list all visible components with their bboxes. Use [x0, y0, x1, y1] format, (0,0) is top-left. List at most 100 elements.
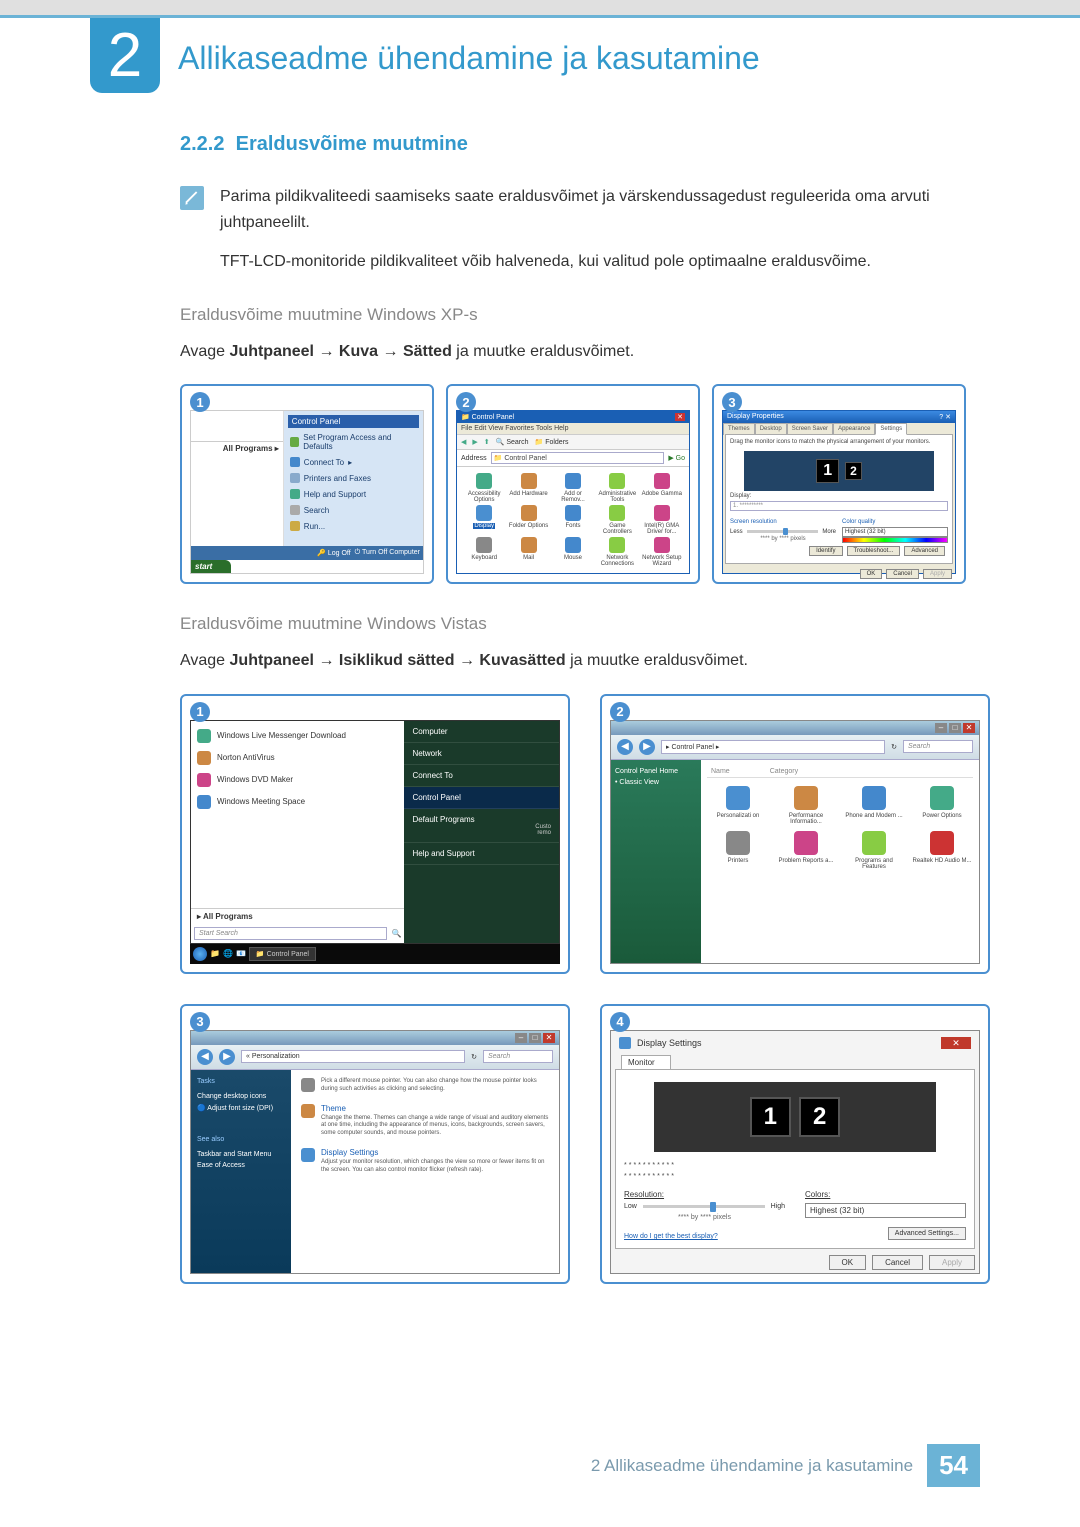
- troubleshoot-button[interactable]: Troubleshoot...: [847, 546, 901, 556]
- xp-start-button[interactable]: start: [191, 560, 231, 573]
- go-button[interactable]: ▶ Go: [668, 454, 685, 462]
- cp-item[interactable]: Game Controllers: [596, 505, 638, 535]
- xp-menu-item[interactable]: Printers and Faxes: [288, 470, 419, 486]
- display-select[interactable]: 1. **********: [730, 501, 948, 511]
- vista-right-item[interactable]: Help and Support: [404, 843, 559, 865]
- search-icon[interactable]: 🔍 Search: [496, 438, 529, 446]
- ds-checkbox-1[interactable]: ***********: [624, 1162, 966, 1169]
- cp-item[interactable]: Performance Informatio...: [775, 786, 837, 825]
- vista-menu-item[interactable]: Norton AntiVirus: [195, 747, 400, 769]
- sidebar-link[interactable]: Ease of Access: [197, 1160, 285, 1171]
- xp-all-programs[interactable]: All Programs ▸: [191, 441, 283, 455]
- close-button[interactable]: ✕: [963, 723, 975, 733]
- cp-item[interactable]: Network Setup Wizard: [641, 537, 683, 567]
- xp-menu-item[interactable]: Search: [288, 502, 419, 518]
- vista-right-item[interactable]: Computer: [404, 721, 559, 743]
- advanced-button[interactable]: Advanced Settings...: [888, 1227, 966, 1240]
- quick-launch-icon[interactable]: 🌐: [223, 949, 233, 958]
- cp-item[interactable]: Phone and Modem ...: [843, 786, 905, 825]
- cp-item[interactable]: Power Options: [911, 786, 973, 825]
- cp-item[interactable]: Problem Reports a...: [775, 831, 837, 870]
- sidebar-link[interactable]: 🔵 Adjust font size (DPI): [197, 1102, 285, 1114]
- close-button[interactable]: ✕: [941, 1037, 971, 1049]
- search-icon[interactable]: 🔍: [391, 929, 401, 938]
- vista-right-item[interactable]: Default ProgramsCustoremo: [404, 809, 559, 843]
- quick-launch-icon[interactable]: 📁: [210, 949, 220, 958]
- tab-settings[interactable]: Settings: [875, 423, 907, 435]
- cp-item[interactable]: Adobe Gamma: [641, 473, 683, 503]
- vista-menu-item[interactable]: Windows DVD Maker: [195, 769, 400, 791]
- personalization-item[interactable]: Pick a different mouse pointer. You can …: [301, 1078, 549, 1094]
- apply-button[interactable]: Apply: [929, 1255, 975, 1270]
- quick-launch-icon[interactable]: 📧: [236, 949, 246, 958]
- advanced-button[interactable]: Advanced: [904, 546, 945, 556]
- xp-cp-menubar[interactable]: File Edit View Favorites Tools Help: [457, 423, 689, 435]
- ok-button[interactable]: OK: [829, 1255, 867, 1270]
- breadcrumb[interactable]: ▸ Control Panel ▸: [661, 740, 885, 754]
- xp-turnoff-button[interactable]: ⏻ Turn Off Computer: [355, 549, 420, 557]
- sidebar-home[interactable]: Control Panel Home: [615, 766, 697, 777]
- folders-icon[interactable]: 📁 Folders: [535, 438, 569, 446]
- search-input[interactable]: Search: [483, 1050, 553, 1063]
- window-controls[interactable]: ✕: [675, 413, 685, 421]
- help-link[interactable]: How do I get the best display?: [624, 1233, 718, 1240]
- cp-item[interactable]: Printers: [707, 831, 769, 870]
- personalization-item[interactable]: ThemeChange the theme. Themes can change…: [301, 1104, 549, 1138]
- xp-logoff-button[interactable]: 🔑 Log Off: [317, 549, 351, 557]
- ok-button[interactable]: OK: [860, 569, 883, 579]
- forward-icon[interactable]: ▶: [472, 438, 477, 446]
- back-button[interactable]: ◀: [197, 1049, 213, 1065]
- color-select[interactable]: Highest (32 bit): [842, 527, 948, 537]
- minimize-button[interactable]: –: [935, 723, 947, 733]
- minimize-button[interactable]: –: [515, 1033, 527, 1043]
- vista-menu-item[interactable]: Windows Live Messenger Download: [195, 725, 400, 747]
- xp-menu-item[interactable]: Run...: [288, 518, 419, 534]
- maximize-button[interactable]: □: [529, 1033, 541, 1043]
- cp-item[interactable]: Keyboard: [463, 537, 505, 567]
- vista-all-programs[interactable]: ▸ All Programs: [191, 908, 404, 924]
- cp-item[interactable]: Accessibility Options: [463, 473, 505, 503]
- close-button[interactable]: ✕: [543, 1033, 555, 1043]
- cp-item[interactable]: Display: [463, 505, 505, 535]
- vista-right-item[interactable]: Network: [404, 743, 559, 765]
- cp-item[interactable]: Personalizati on: [707, 786, 769, 825]
- cp-item[interactable]: Mouse: [552, 537, 594, 567]
- vista-orb-icon[interactable]: [193, 947, 207, 961]
- refresh-icon[interactable]: ↻: [471, 1053, 477, 1061]
- maximize-button[interactable]: □: [949, 723, 961, 733]
- sidebar-link[interactable]: Change desktop icons: [197, 1091, 285, 1102]
- vista-right-item[interactable]: Connect To: [404, 765, 559, 787]
- cancel-button[interactable]: Cancel: [872, 1255, 923, 1270]
- up-icon[interactable]: ⬆: [484, 438, 490, 446]
- ds-checkbox-2[interactable]: ***********: [624, 1173, 966, 1180]
- window-controls[interactable]: ? ✕: [939, 413, 951, 421]
- colors-select[interactable]: Highest (32 bit): [805, 1203, 966, 1218]
- forward-button[interactable]: ▶: [639, 739, 655, 755]
- cp-item[interactable]: Administrative Tools: [596, 473, 638, 503]
- vista-menu-item[interactable]: Windows Meeting Space: [195, 791, 400, 813]
- xp-menu-item[interactable]: Set Program Access and Defaults: [288, 430, 419, 454]
- forward-button[interactable]: ▶: [219, 1049, 235, 1065]
- xp-menu-item[interactable]: Connect To ▸: [288, 454, 419, 470]
- monitor-2[interactable]: 2: [799, 1097, 840, 1137]
- cp-item[interactable]: Fonts: [552, 505, 594, 535]
- refresh-icon[interactable]: ↻: [891, 743, 897, 751]
- address-field[interactable]: 📁 Control Panel: [491, 452, 665, 464]
- sidebar-link[interactable]: Taskbar and Start Menu: [197, 1149, 285, 1160]
- xp-control-panel-item[interactable]: Control Panel: [288, 415, 419, 428]
- resolution-slider[interactable]: [747, 530, 819, 533]
- cancel-button[interactable]: Cancel: [886, 569, 919, 579]
- back-button[interactable]: ◀: [617, 739, 633, 755]
- monitor-tab[interactable]: Monitor: [621, 1055, 671, 1069]
- monitor-2[interactable]: 2: [845, 462, 862, 480]
- monitor-1[interactable]: 1: [750, 1097, 791, 1137]
- back-icon[interactable]: ◀: [461, 438, 466, 446]
- sidebar-classic-view[interactable]: • Classic View: [615, 777, 697, 788]
- xp-menu-item[interactable]: Help and Support: [288, 486, 419, 502]
- vista-search-input[interactable]: Start Search: [194, 927, 387, 940]
- taskbar-button[interactable]: 📁 Control Panel: [249, 947, 316, 961]
- cp-item[interactable]: Folder Options: [507, 505, 549, 535]
- monitor-1[interactable]: 1: [816, 459, 839, 483]
- cp-item[interactable]: Network Connections: [596, 537, 638, 567]
- breadcrumb[interactable]: « Personalization: [241, 1050, 465, 1063]
